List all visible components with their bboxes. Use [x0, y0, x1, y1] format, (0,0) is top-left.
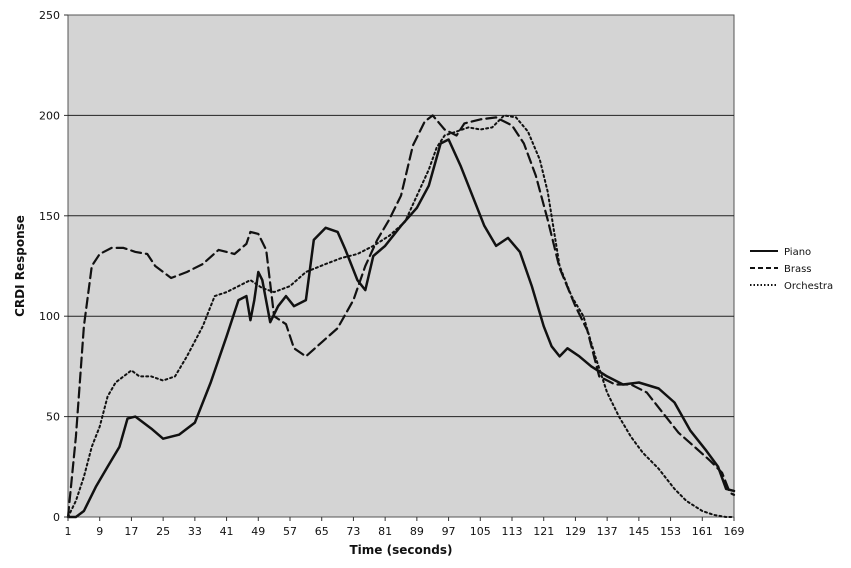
series-line-piano [66, 138, 736, 519]
x-tick-label: 57 [283, 525, 297, 538]
y-tick-label: 200 [39, 109, 60, 122]
legend-label-brass: Brass [784, 264, 812, 275]
legend-label-orchestra: Orchestra [784, 281, 833, 292]
y-tick-label: 150 [39, 210, 60, 223]
x-tick-label: 33 [188, 525, 202, 538]
y-axis-title: CRDI Response [13, 215, 27, 317]
x-tick-label: 105 [470, 525, 491, 538]
y-tick-label: 0 [53, 511, 60, 524]
y-axis-ticks: 0 50 100 150 200 250 [39, 9, 68, 524]
legend-label-piano: Piano [784, 247, 811, 258]
x-tick-label: 9 [96, 525, 103, 538]
x-axis-ticks: 1 9 17 25 33 41 49 57 65 73 81 89 97 105 113 121 129 137 1… [65, 517, 745, 538]
y-tick-label: 50 [46, 411, 60, 424]
y-tick-label: 100 [39, 310, 60, 323]
x-tick-label: 81 [378, 525, 392, 538]
x-tick-label: 41 [220, 525, 234, 538]
x-tick-label: 73 [346, 525, 360, 538]
legend: Piano Brass Orchestra [750, 247, 833, 292]
x-tick-label: 121 [533, 525, 554, 538]
series-lines [66, 114, 736, 519]
series-line-orchestra [67, 114, 735, 518]
x-tick-label: 1 [65, 525, 72, 538]
x-tick-label: 161 [692, 525, 713, 538]
x-tick-label: 25 [156, 525, 170, 538]
series-line-brass [66, 114, 736, 519]
x-tick-label: 17 [124, 525, 138, 538]
grid-lines [68, 114, 734, 418]
x-axis-title: Time (seconds) [349, 543, 452, 557]
x-tick-label: 113 [502, 525, 523, 538]
x-tick-label: 49 [251, 525, 265, 538]
x-tick-label: 169 [724, 525, 745, 538]
x-tick-label: 129 [565, 525, 586, 538]
x-tick-label: 145 [628, 525, 649, 538]
x-tick-label: 65 [315, 525, 329, 538]
x-tick-label: 153 [660, 525, 681, 538]
x-tick-label: 137 [597, 525, 618, 538]
x-tick-label: 89 [410, 525, 424, 538]
x-tick-label: 97 [442, 525, 456, 538]
y-tick-label: 250 [39, 9, 60, 22]
